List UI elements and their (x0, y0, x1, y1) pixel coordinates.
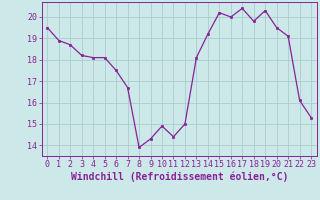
X-axis label: Windchill (Refroidissement éolien,°C): Windchill (Refroidissement éolien,°C) (70, 172, 288, 182)
